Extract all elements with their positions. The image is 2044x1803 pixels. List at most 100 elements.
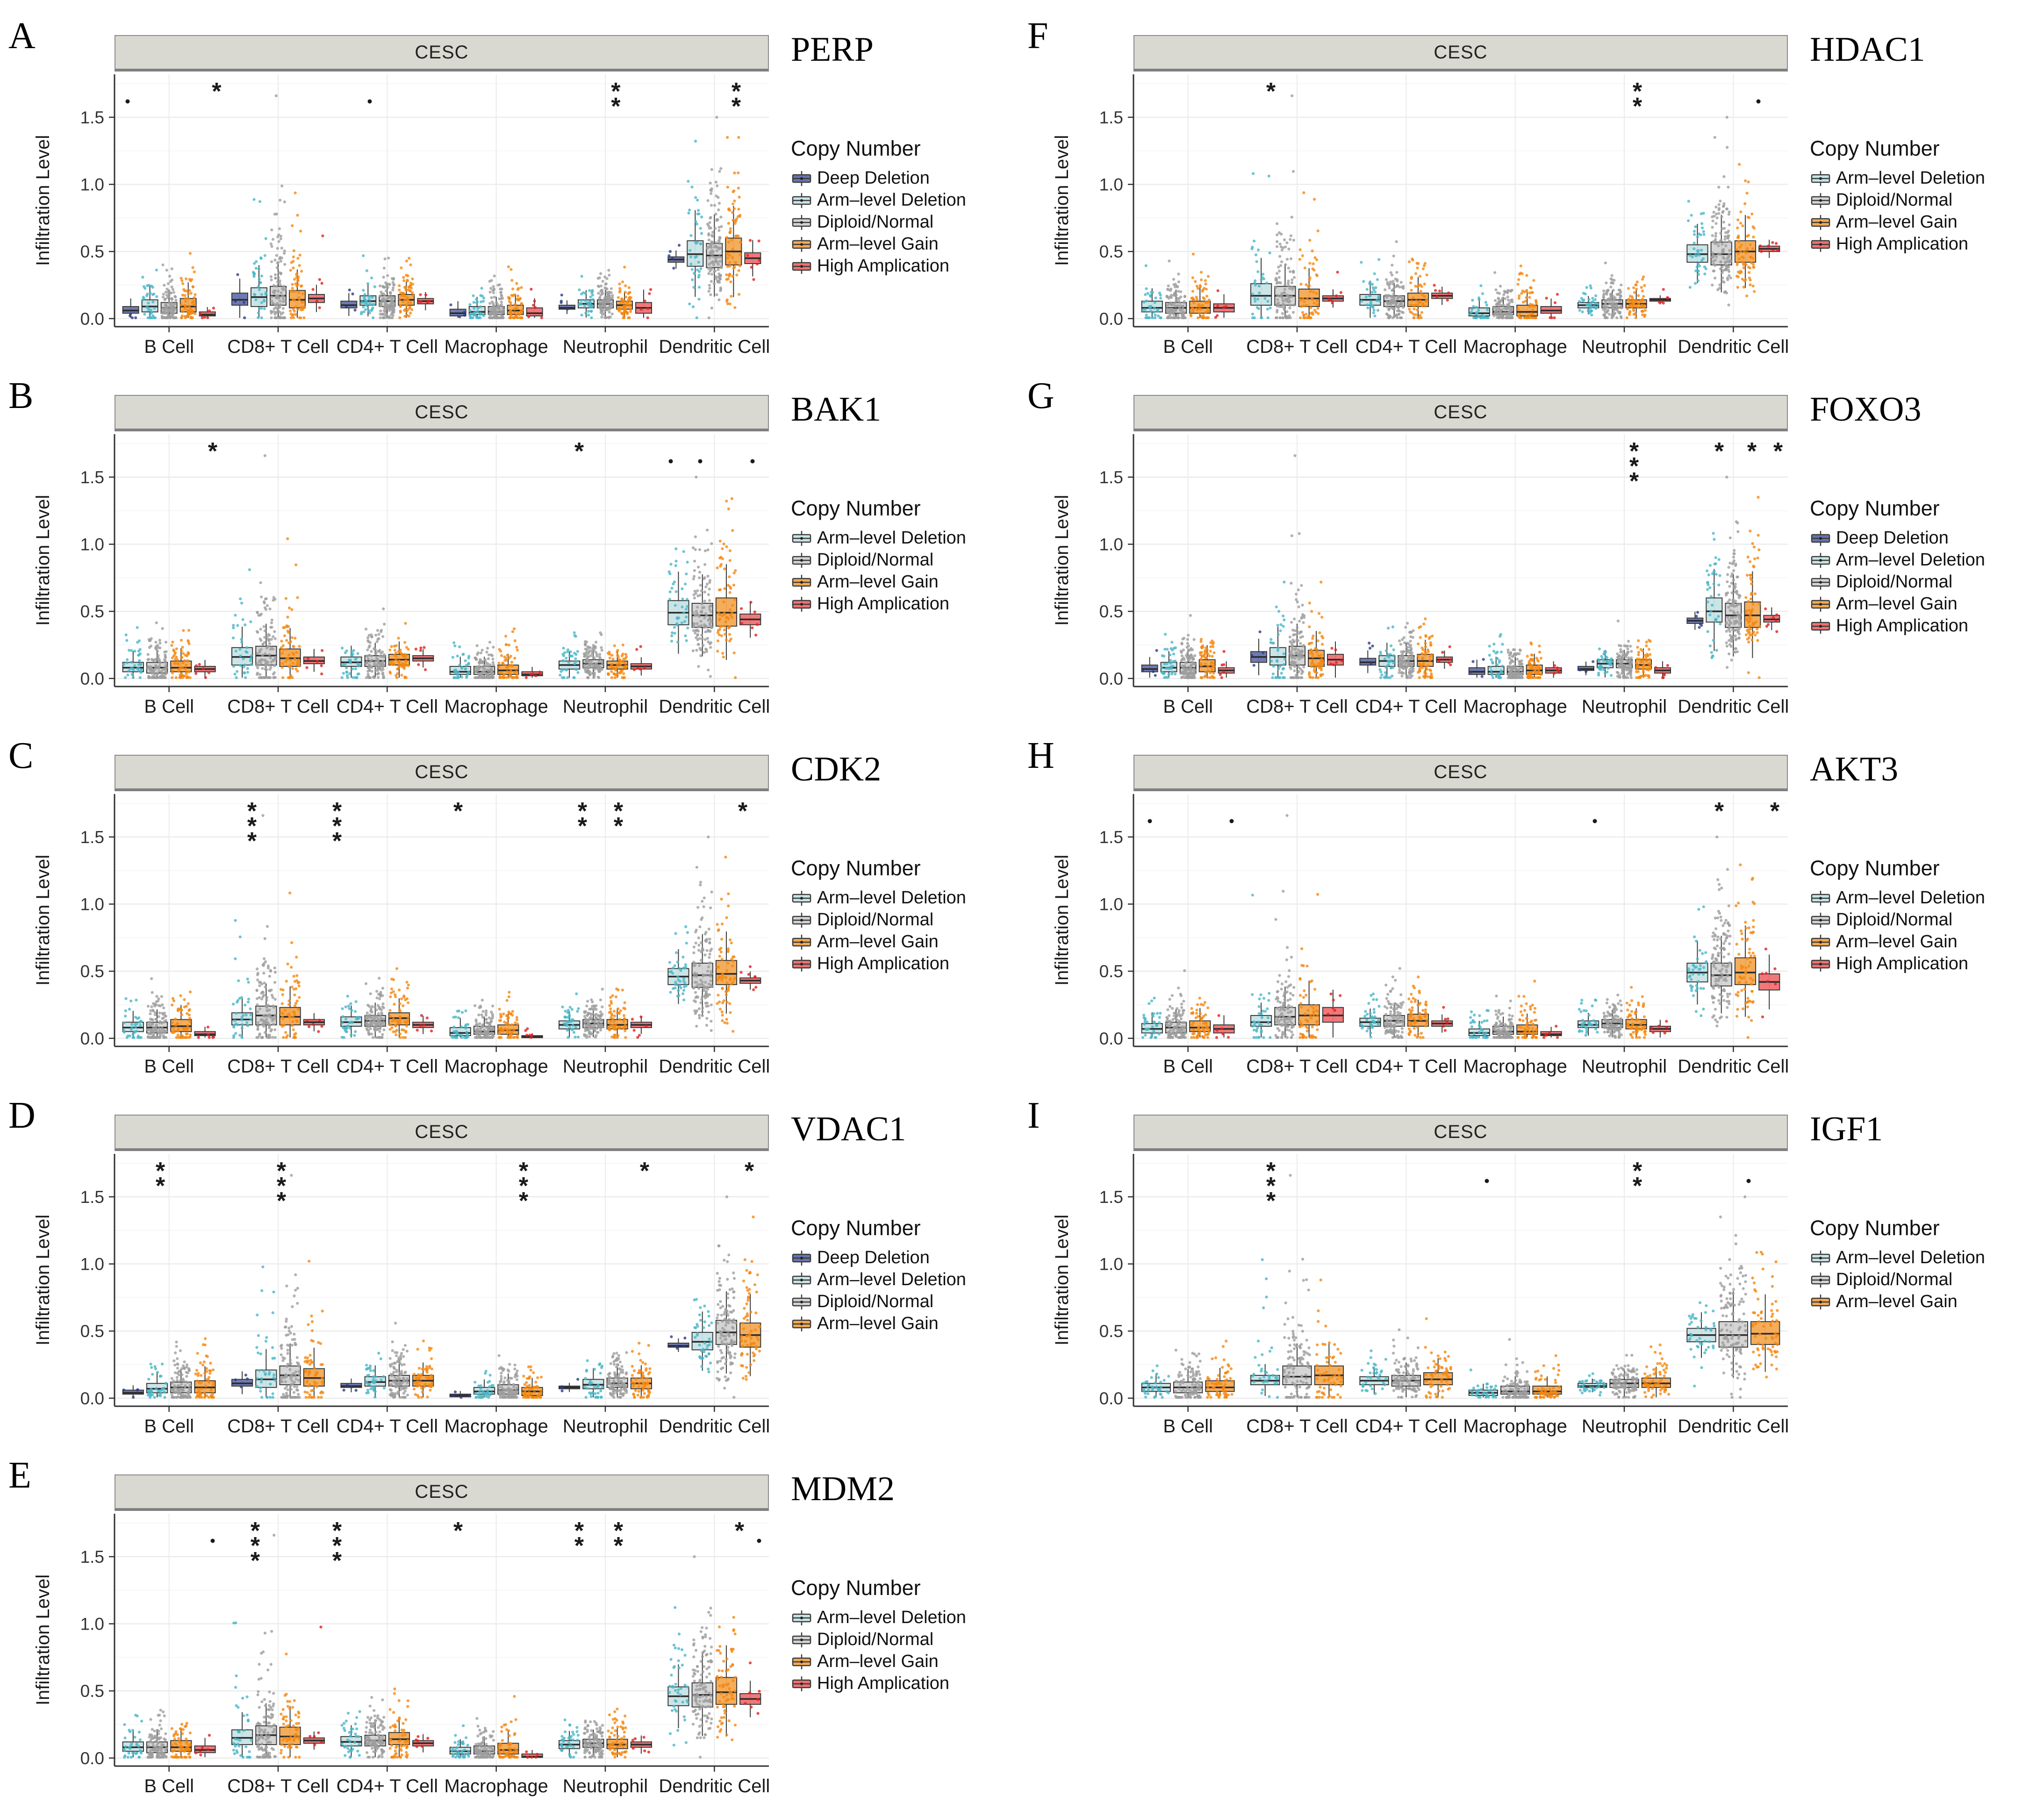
legend-entry-HA: High Amplication bbox=[1810, 233, 2030, 255]
strip-header: CESC bbox=[1133, 755, 1788, 791]
legend-title: Copy Number bbox=[791, 1576, 921, 1600]
legend-boxplot-key-icon bbox=[1811, 171, 1830, 186]
strip-header: CESC bbox=[115, 755, 769, 791]
x-category-label: Dendritic Cell bbox=[1678, 1056, 1789, 1077]
significance-star: * bbox=[332, 798, 342, 825]
x-category-label: CD8+ T Cell bbox=[227, 1056, 329, 1077]
significance-star: * bbox=[574, 438, 584, 465]
significance-star: * bbox=[735, 1517, 745, 1545]
x-category-label: Neutrophil bbox=[1582, 1416, 1667, 1437]
significance-star: * bbox=[640, 1158, 650, 1185]
x-category-label: Neutrophil bbox=[563, 1056, 648, 1077]
y-axis-title: Infiltration Level bbox=[33, 1215, 53, 1345]
panel-letter: D bbox=[8, 1095, 36, 1136]
y-tick-label: 1.5 bbox=[80, 108, 104, 127]
significance-star: * bbox=[519, 1158, 529, 1185]
y-tick-label: 0.0 bbox=[80, 1029, 104, 1048]
legend-entry-label: Arm–level Deletion bbox=[817, 528, 966, 548]
y-axis-title: Infiltration Level bbox=[33, 495, 53, 626]
strip-header: CESC bbox=[1133, 35, 1788, 72]
y-tick-label: 1.5 bbox=[1099, 468, 1123, 487]
y-tick-label: 1.5 bbox=[1099, 828, 1123, 847]
legend-entry-DN: Diploid/Normal bbox=[1810, 189, 2030, 211]
significance-star: * bbox=[251, 1532, 260, 1560]
plot-area: 1.5 1.0 0.5 0.0 B Cell CD8+ T Cell CD4+ T Cell… bbox=[1052, 74, 1789, 357]
significance-star: * bbox=[745, 1158, 754, 1185]
strip-header: CESC bbox=[1133, 395, 1788, 431]
panel-letter: H bbox=[1027, 735, 1054, 776]
y-tick-label: 0.0 bbox=[1099, 669, 1123, 688]
legend-boxplot-key-icon bbox=[1811, 956, 1830, 972]
x-category-label: Neutrophil bbox=[1582, 336, 1667, 357]
significance-star: * bbox=[1770, 798, 1780, 825]
legend-entry-label: Diploid/Normal bbox=[817, 212, 934, 232]
x-category-label: Dendritic Cell bbox=[659, 1056, 770, 1077]
panel-letter: G bbox=[1027, 375, 1054, 416]
legend-entry-label: Diploid/Normal bbox=[817, 550, 934, 570]
significance-star: * bbox=[1629, 453, 1639, 480]
legend-boxplot-key-icon bbox=[1811, 215, 1830, 230]
legend-entry-label: High Amplication bbox=[1836, 234, 1969, 254]
legend: Copy Number Arm–level Deletion Diploid/Nor… bbox=[1810, 1216, 2030, 1313]
panel-letter: I bbox=[1027, 1095, 1040, 1136]
significance-star: * bbox=[1266, 1158, 1276, 1185]
x-category-label: CD4+ T Cell bbox=[337, 336, 438, 357]
significance-star: * bbox=[251, 1517, 260, 1545]
legend-entry-AG: Arm–level Gain bbox=[1810, 211, 2030, 233]
y-tick-label: 1.0 bbox=[80, 535, 104, 554]
legend-entry-label: Deep Deletion bbox=[817, 1248, 930, 1267]
x-category-label: CD4+ T Cell bbox=[1355, 1056, 1457, 1077]
significance-dot bbox=[367, 99, 372, 104]
significance-star: * bbox=[519, 1188, 529, 1215]
legend-boxplot-key-icon bbox=[792, 258, 811, 274]
significance-star: * bbox=[1266, 1173, 1276, 1200]
x-category-label: Dendritic Cell bbox=[659, 1776, 770, 1796]
x-category-label: Macrophage bbox=[444, 1056, 548, 1077]
legend-boxplot-key-icon bbox=[792, 1632, 811, 1647]
legend-entry-DN: Diploid/Normal bbox=[791, 1291, 1011, 1313]
significance-star: * bbox=[247, 828, 257, 855]
x-category-label: CD8+ T Cell bbox=[227, 1416, 329, 1437]
legend-entry-DN: Diploid/Normal bbox=[791, 549, 1011, 571]
significance-dot bbox=[1592, 819, 1597, 823]
significance-star: * bbox=[332, 1517, 342, 1545]
panel-B: B CESC BAK1 Copy Number Arm–level Deletion Di… bbox=[0, 374, 1019, 734]
legend-boxplot-key-icon bbox=[792, 934, 811, 950]
significance-star: * bbox=[1629, 438, 1639, 465]
legend-entry-label: High Amplication bbox=[817, 1674, 950, 1693]
legend-boxplot-key-icon bbox=[792, 552, 811, 568]
significance-dot bbox=[1229, 819, 1234, 823]
legend-entry-DN: Diploid/Normal bbox=[1810, 571, 2030, 593]
legend-entry-AG: Arm–level Gain bbox=[1810, 931, 2030, 953]
y-tick-label: 1.0 bbox=[80, 175, 104, 194]
significance-star: * bbox=[1633, 1173, 1642, 1200]
panel-G: G CESC FOXO3 Copy Number Deep Deletion Arm–le… bbox=[1019, 374, 2038, 734]
x-category-label: CD4+ T Cell bbox=[1355, 696, 1457, 717]
legend-boxplot-key-icon bbox=[792, 912, 811, 928]
significance-dot bbox=[750, 459, 755, 464]
significance-star: * bbox=[453, 798, 463, 825]
strip-label: CESC bbox=[415, 761, 469, 782]
legend-boxplot-key-icon bbox=[792, 193, 811, 208]
y-axis-title: Infiltration Level bbox=[33, 1574, 53, 1705]
y-tick-label: 1.5 bbox=[80, 1188, 104, 1207]
panel-A: A CESC PERP Copy Number Deep Deletion Arm–lev… bbox=[0, 14, 1019, 374]
x-category-label: Neutrophil bbox=[563, 696, 648, 717]
y-tick-label: 1.0 bbox=[80, 1615, 104, 1634]
x-category-label: Dendritic Cell bbox=[1678, 1416, 1789, 1437]
significance-star: * bbox=[1266, 78, 1276, 105]
panel-D: D CESC VDAC1 Copy Number Deep Deletion Arm–le… bbox=[0, 1094, 1019, 1453]
legend-boxplot-key-icon bbox=[792, 1610, 811, 1625]
significance-star: * bbox=[578, 798, 588, 825]
x-category-label: B Cell bbox=[1163, 1056, 1213, 1077]
x-category-label: Macrophage bbox=[444, 1776, 548, 1796]
y-tick-label: 1.0 bbox=[1099, 895, 1123, 914]
strip-header: CESC bbox=[115, 1474, 769, 1511]
legend-entry-label: Diploid/Normal bbox=[817, 1630, 934, 1649]
significance-star: * bbox=[247, 798, 257, 825]
significance-dot bbox=[1756, 99, 1761, 104]
significance-star: * bbox=[332, 813, 342, 840]
legend: Copy Number Deep Deletion Arm–level Deleti… bbox=[1810, 496, 2030, 637]
legend-boxplot-key-icon bbox=[792, 956, 811, 972]
x-category-label: Dendritic Cell bbox=[1678, 336, 1789, 357]
